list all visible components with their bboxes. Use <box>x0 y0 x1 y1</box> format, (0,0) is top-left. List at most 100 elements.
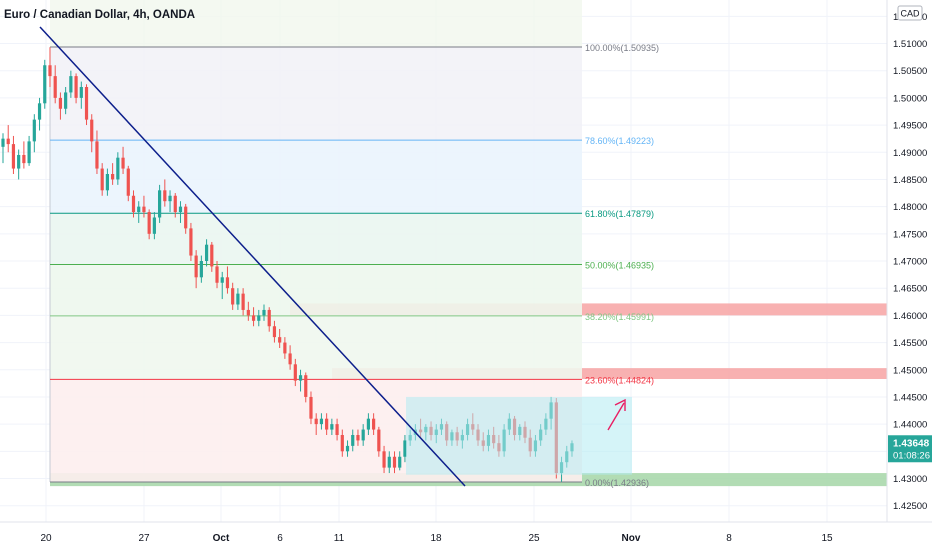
candle-body[interactable] <box>27 141 31 164</box>
candle-body[interactable] <box>288 353 292 365</box>
candle-body[interactable] <box>48 65 52 77</box>
price-tick-label: 1.47500 <box>893 229 927 240</box>
candle-body[interactable] <box>152 217 156 234</box>
time-axis[interactable] <box>0 522 932 550</box>
zone-resistance-23[interactable] <box>332 368 887 379</box>
candle-body[interactable] <box>387 456 391 468</box>
candle-body[interactable] <box>262 309 266 316</box>
candle-body[interactable] <box>22 154 26 164</box>
candle-body[interactable] <box>257 315 261 321</box>
candle-body[interactable] <box>126 168 130 196</box>
candle-body[interactable] <box>116 157 120 180</box>
bar-countdown: 01:08:26 <box>893 450 930 461</box>
candle-body[interactable] <box>246 309 250 316</box>
candle-body[interactable] <box>37 103 42 120</box>
candle-body[interactable] <box>366 418 370 430</box>
candle-body[interactable] <box>142 206 146 213</box>
candle-body[interactable] <box>168 195 172 202</box>
candle-body[interactable] <box>137 206 141 213</box>
candle-body[interactable] <box>382 451 386 468</box>
candle-body[interactable] <box>356 435 360 441</box>
candle-body[interactable] <box>392 456 397 468</box>
candle-body[interactable] <box>163 190 167 202</box>
candle-body[interactable] <box>53 76 57 98</box>
candle-body[interactable] <box>398 456 402 468</box>
candle-body[interactable] <box>236 293 240 305</box>
candle-body[interactable] <box>251 315 256 321</box>
candle-body[interactable] <box>309 396 313 419</box>
price-tick-label: 1.50500 <box>893 66 927 77</box>
candle-body[interactable] <box>335 424 339 435</box>
candle-body[interactable] <box>345 445 350 452</box>
candle-body[interactable] <box>74 76 78 98</box>
currency-box[interactable] <box>897 5 923 21</box>
candle-body[interactable] <box>351 435 355 446</box>
candle-body[interactable] <box>84 87 89 120</box>
candle-body[interactable] <box>283 342 287 354</box>
candle-body[interactable] <box>314 418 318 425</box>
candle-body[interactable] <box>272 326 277 338</box>
candle-body[interactable] <box>231 288 235 305</box>
candle-body[interactable] <box>43 65 47 104</box>
price-tick-label: 1.47000 <box>893 257 927 268</box>
candle-body[interactable] <box>293 364 297 381</box>
time-tick-label: Nov <box>622 533 641 544</box>
candle-body[interactable] <box>361 429 365 441</box>
candle-body[interactable] <box>111 174 115 180</box>
candle-body[interactable] <box>220 277 224 283</box>
zone-resistance-38[interactable] <box>290 303 887 316</box>
price-tick-label: 1.49500 <box>893 121 927 132</box>
candle-body[interactable] <box>158 190 162 218</box>
descending-trendline[interactable] <box>39 26 466 487</box>
candle-body[interactable] <box>199 261 203 278</box>
candle-body[interactable] <box>105 174 109 191</box>
candle-body[interactable] <box>403 440 407 457</box>
candle-body[interactable] <box>372 418 376 430</box>
candle-body[interactable] <box>1 138 5 147</box>
fib-band <box>50 315 582 380</box>
time-tick-label: 11 <box>334 533 345 544</box>
price-tick-label: 1.46000 <box>893 311 927 322</box>
candle-body[interactable] <box>178 206 183 213</box>
candle-body[interactable] <box>189 228 193 256</box>
candle-body[interactable] <box>377 429 381 452</box>
candle-body[interactable] <box>11 144 16 169</box>
breakout-arrow[interactable] <box>607 402 625 431</box>
candle-body[interactable] <box>340 435 344 452</box>
candle-body[interactable] <box>298 375 303 381</box>
candle-body[interactable] <box>79 87 83 98</box>
candle-body[interactable] <box>100 168 104 191</box>
candle-body[interactable] <box>32 119 36 142</box>
candle-body[interactable] <box>215 266 219 283</box>
candle-body[interactable] <box>64 92 68 109</box>
candle-body[interactable] <box>325 418 329 430</box>
candle-body[interactable] <box>147 212 151 234</box>
candle-body[interactable] <box>17 154 21 169</box>
consolidation-range-box[interactable] <box>406 396 632 475</box>
candle-body[interactable] <box>194 255 198 278</box>
candle-body[interactable] <box>95 141 99 169</box>
candle-body[interactable] <box>319 418 324 425</box>
price-axis[interactable] <box>887 0 932 550</box>
candle-body[interactable] <box>131 195 136 213</box>
candle-body[interactable] <box>267 309 271 327</box>
candle-body[interactable] <box>90 119 94 142</box>
candle-body[interactable] <box>69 76 73 93</box>
candle-body[interactable] <box>225 277 230 289</box>
candle-body[interactable] <box>241 293 245 310</box>
last-price-badge[interactable] <box>888 435 932 463</box>
candle-body[interactable] <box>121 157 125 169</box>
currency-label: CAD <box>900 9 920 19</box>
candle-body[interactable] <box>304 375 308 397</box>
candle-body[interactable] <box>278 337 282 343</box>
candle-body[interactable] <box>210 244 214 267</box>
candle-body[interactable] <box>330 424 334 430</box>
candle-body[interactable] <box>173 195 177 213</box>
candle-body[interactable] <box>184 206 188 229</box>
candle-body[interactable] <box>204 244 209 261</box>
candle-body[interactable] <box>6 138 10 145</box>
time-tick-label: 27 <box>138 533 150 544</box>
candle-body[interactable] <box>58 97 63 109</box>
